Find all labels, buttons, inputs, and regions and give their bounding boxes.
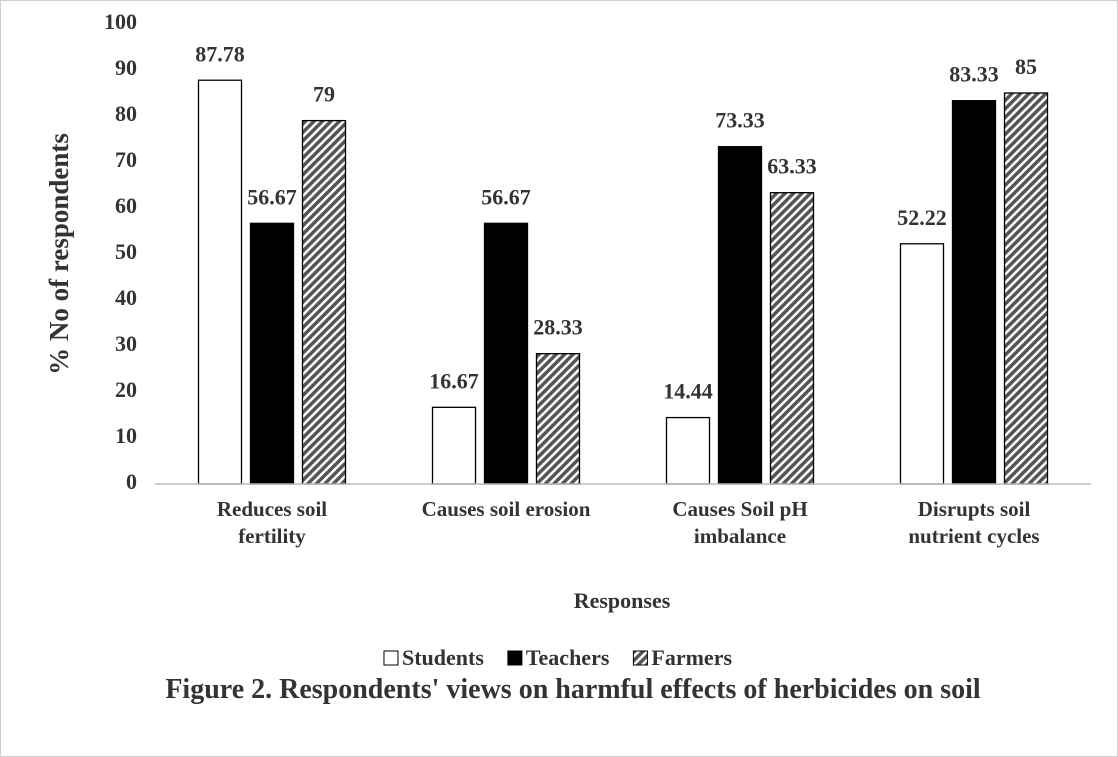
y-tick-label: 0 [126,469,137,494]
y-tick-label: 100 [104,9,137,34]
y-tick-label: 90 [115,55,137,80]
bar [197,79,243,485]
bar [665,416,711,485]
bar [431,406,477,485]
data-label: 73.33 [715,108,765,133]
y-tick-label: 80 [115,101,137,126]
legend: Students Teachers Farmers [383,645,732,670]
legend-swatch [507,650,523,666]
y-tick-label: 30 [115,331,137,356]
bar [483,222,529,485]
x-tick-label: Causes soil erosion [422,497,591,521]
y-tick-label: 20 [115,377,137,402]
y-tick-label: 40 [115,285,137,310]
bar [301,119,347,485]
bar [535,353,581,485]
bar [899,243,945,485]
x-tick-label: Disrupts soil nutrient cycles [908,497,1039,548]
chart-title: Figure 2. Respondents' views on harmful … [165,674,981,705]
data-label: 56.67 [481,184,531,209]
data-label: 14.44 [663,379,713,404]
legend-label: Farmers [651,645,732,670]
legend-swatch [632,650,648,666]
y-tick-label: 60 [115,193,137,218]
data-label: 28.33 [533,315,583,340]
y-axis-title: % No of respondents [44,133,74,375]
bar [951,100,997,485]
y-tick-label: 10 [115,423,137,448]
x-axis-title: Responses [574,588,671,613]
x-tick-label: Causes Soil pH imbalance [672,497,807,548]
legend-swatch [383,650,399,666]
data-label: 79 [313,82,335,107]
bar [769,192,815,485]
bar [249,222,295,485]
data-label: 52.22 [897,205,947,230]
x-tick-label: Reduces soil fertility [217,497,327,548]
data-label: 56.67 [247,184,297,209]
bar [1003,92,1049,485]
data-label: 16.67 [429,368,479,393]
legend-label: Teachers [526,645,610,670]
y-tick-label: 70 [115,147,137,172]
data-label: 87.78 [195,41,245,66]
bar [717,146,763,485]
y-tick-label: 50 [115,239,137,264]
data-label: 83.33 [949,62,999,87]
data-label: 63.33 [767,154,817,179]
legend-label: Students [402,645,484,670]
data-label: 85 [1015,54,1037,79]
